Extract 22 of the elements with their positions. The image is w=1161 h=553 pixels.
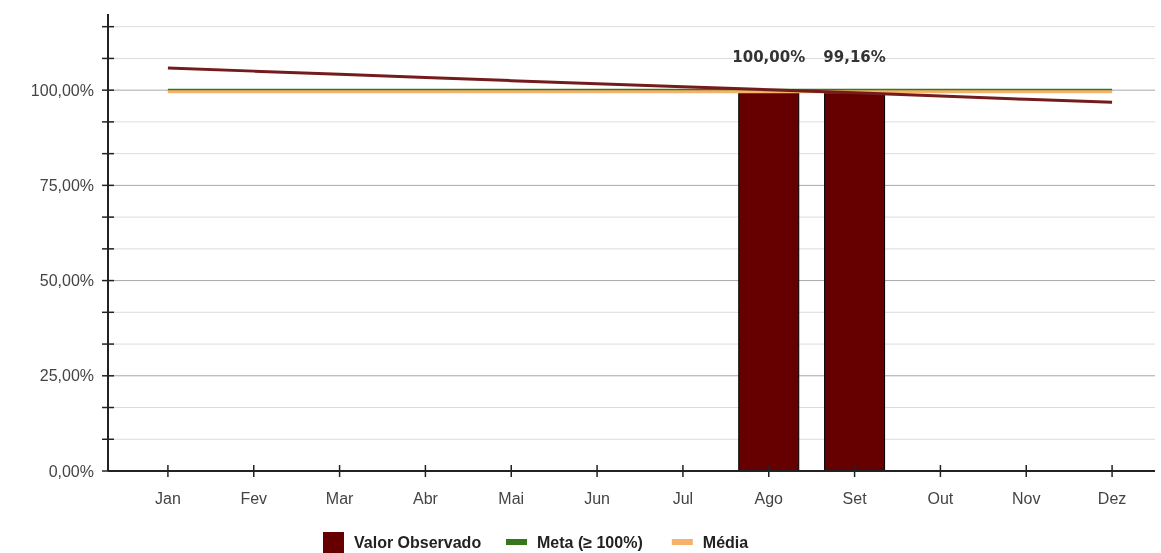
x-tick-label: Ago	[754, 490, 784, 507]
x-tick-label: Abr	[412, 490, 439, 507]
legend-label: Valor Observado	[354, 534, 482, 551]
x-tick-label: Jul	[672, 490, 694, 507]
x-tick-label: Jun	[584, 490, 610, 507]
x-tick-label: Out	[927, 490, 954, 507]
y-tick-label: 75,00%	[39, 176, 94, 194]
x-tick-label: Mai	[498, 490, 525, 507]
x-tick-label: Nov	[1012, 490, 1041, 507]
data-label: 100,00%	[732, 48, 806, 66]
y-tick-label: 0,00%	[48, 462, 94, 480]
legend-label: Meta (≥ 100%)	[537, 534, 643, 551]
x-tick-label: Dez	[1097, 490, 1127, 507]
x-tick-label: Fev	[240, 490, 268, 507]
legend-label: Média	[702, 534, 749, 551]
y-tick-label: 25,00%	[39, 367, 94, 385]
x-tick-label: Jan	[155, 490, 181, 507]
y-tick-label: 100,00%	[30, 81, 94, 99]
data-label: 99,16%	[823, 48, 886, 66]
y-tick-label: 50,00%	[39, 272, 94, 290]
x-tick-label: Set	[842, 490, 868, 507]
x-tick-label: Mar	[325, 490, 355, 507]
